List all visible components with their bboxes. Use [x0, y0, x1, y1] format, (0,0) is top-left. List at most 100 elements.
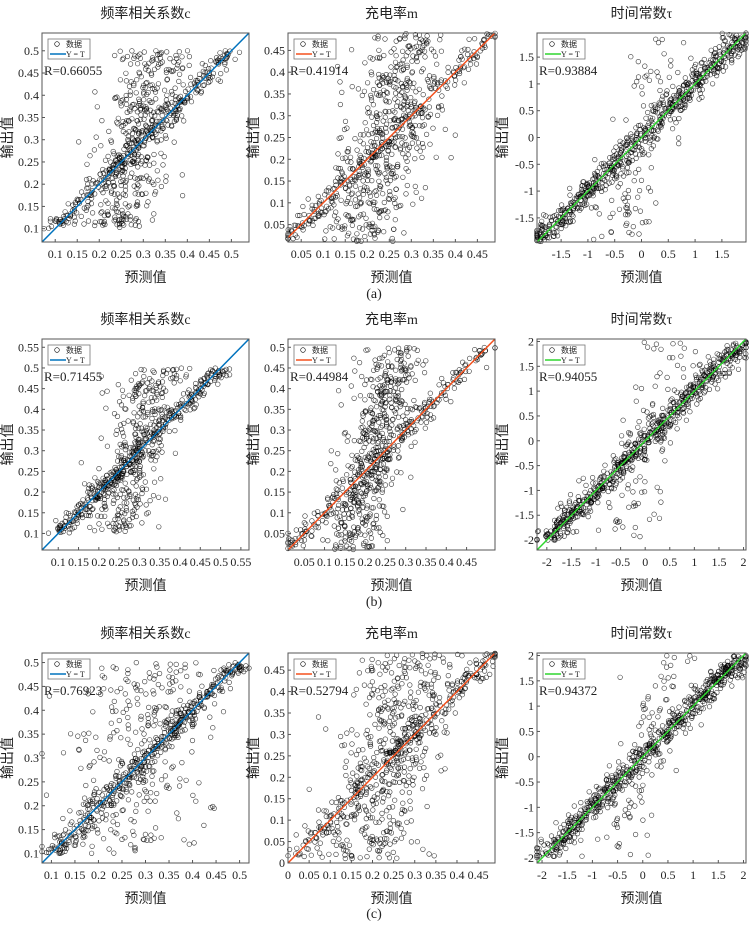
data-point — [472, 36, 478, 42]
data-point — [433, 154, 439, 160]
data-point — [147, 162, 153, 168]
data-point — [424, 131, 430, 137]
data-point — [374, 113, 380, 119]
legend-line-label: Y = T — [561, 50, 580, 59]
data-point — [413, 107, 419, 113]
data-point — [340, 155, 346, 161]
data-point — [100, 170, 106, 176]
y-tick-label: 0 — [528, 434, 534, 448]
data-point — [388, 64, 394, 70]
data-point — [112, 173, 118, 180]
subfigure-caption: (c) — [366, 907, 382, 922]
data-point — [419, 195, 425, 201]
data-point — [404, 158, 410, 164]
data-point — [729, 60, 735, 66]
data-point — [232, 56, 238, 62]
data-point — [430, 125, 436, 131]
data-point — [119, 164, 126, 170]
data-point — [387, 72, 393, 78]
data-point — [227, 48, 233, 54]
data-point — [365, 199, 371, 205]
data-point — [379, 77, 385, 83]
y-tick-label: 0.3 — [270, 423, 285, 437]
data-point — [419, 44, 426, 50]
data-point — [132, 217, 138, 223]
data-point — [115, 191, 121, 197]
data-point — [205, 79, 212, 86]
data-point — [117, 77, 123, 83]
data-point — [120, 173, 126, 179]
data-point — [403, 113, 409, 119]
data-point — [370, 155, 376, 161]
data-point — [139, 191, 145, 197]
data-point — [179, 172, 185, 178]
data-point — [318, 197, 324, 204]
data-point — [164, 106, 170, 112]
x-tick-label: 0 — [642, 555, 648, 569]
data-point — [327, 224, 333, 230]
data-point — [335, 151, 341, 157]
data-point — [370, 56, 376, 62]
data-point — [147, 107, 153, 113]
data-point — [380, 73, 386, 79]
data-point — [390, 238, 396, 244]
data-point — [92, 219, 98, 225]
data-point — [464, 51, 471, 58]
data-point — [371, 86, 377, 93]
data-point — [222, 61, 228, 67]
data-point — [330, 186, 336, 192]
x-tick-label: 0.25 — [375, 555, 396, 569]
data-point — [399, 60, 405, 66]
data-point — [138, 174, 144, 181]
y-tick-label: 0.3 — [270, 109, 285, 123]
data-point — [367, 193, 374, 199]
data-point — [370, 154, 376, 160]
data-point — [360, 191, 367, 197]
y-axis-label: 输出值 — [246, 117, 262, 159]
data-point — [372, 199, 378, 205]
data-point — [98, 143, 104, 149]
y-tick-label: 0.2 — [270, 464, 285, 478]
data-point — [84, 161, 90, 167]
legend: 数据Y = T — [293, 38, 337, 60]
data-point — [339, 170, 346, 176]
data-point — [324, 203, 330, 209]
y-tick-label: 2 — [528, 334, 534, 348]
data-point — [409, 58, 415, 64]
data-point — [345, 146, 352, 152]
data-point — [459, 56, 465, 62]
data-point — [360, 187, 367, 193]
y-tick-label: 0.5 — [519, 409, 534, 423]
data-point — [180, 82, 186, 88]
y-tick-label: -1 — [524, 483, 534, 497]
data-point — [134, 201, 140, 208]
y-axis-label: 输出值 — [0, 117, 16, 159]
data-point — [99, 117, 105, 124]
data-point — [427, 141, 433, 147]
data-point — [353, 183, 359, 189]
data-point — [333, 190, 339, 196]
data-point — [402, 35, 408, 42]
data-point — [104, 209, 111, 215]
data-point — [333, 209, 339, 215]
data-point — [102, 221, 108, 228]
data-point — [346, 213, 352, 219]
data-point — [120, 119, 126, 125]
data-point — [85, 199, 91, 205]
data-point — [376, 178, 382, 184]
data-point — [386, 108, 392, 115]
data-point — [222, 59, 228, 66]
data-point — [152, 191, 158, 197]
data-point — [349, 83, 355, 90]
data-point — [368, 69, 374, 75]
data-point — [48, 223, 55, 230]
data-point — [162, 133, 169, 139]
y-tick-label: 0.4 — [270, 65, 285, 79]
data-point — [149, 58, 155, 64]
legend-data-label: 数据 — [312, 39, 328, 49]
data-point — [121, 161, 127, 167]
panel-title: 时间常数τ — [611, 312, 673, 328]
data-point — [426, 104, 433, 110]
data-point — [638, 177, 645, 183]
